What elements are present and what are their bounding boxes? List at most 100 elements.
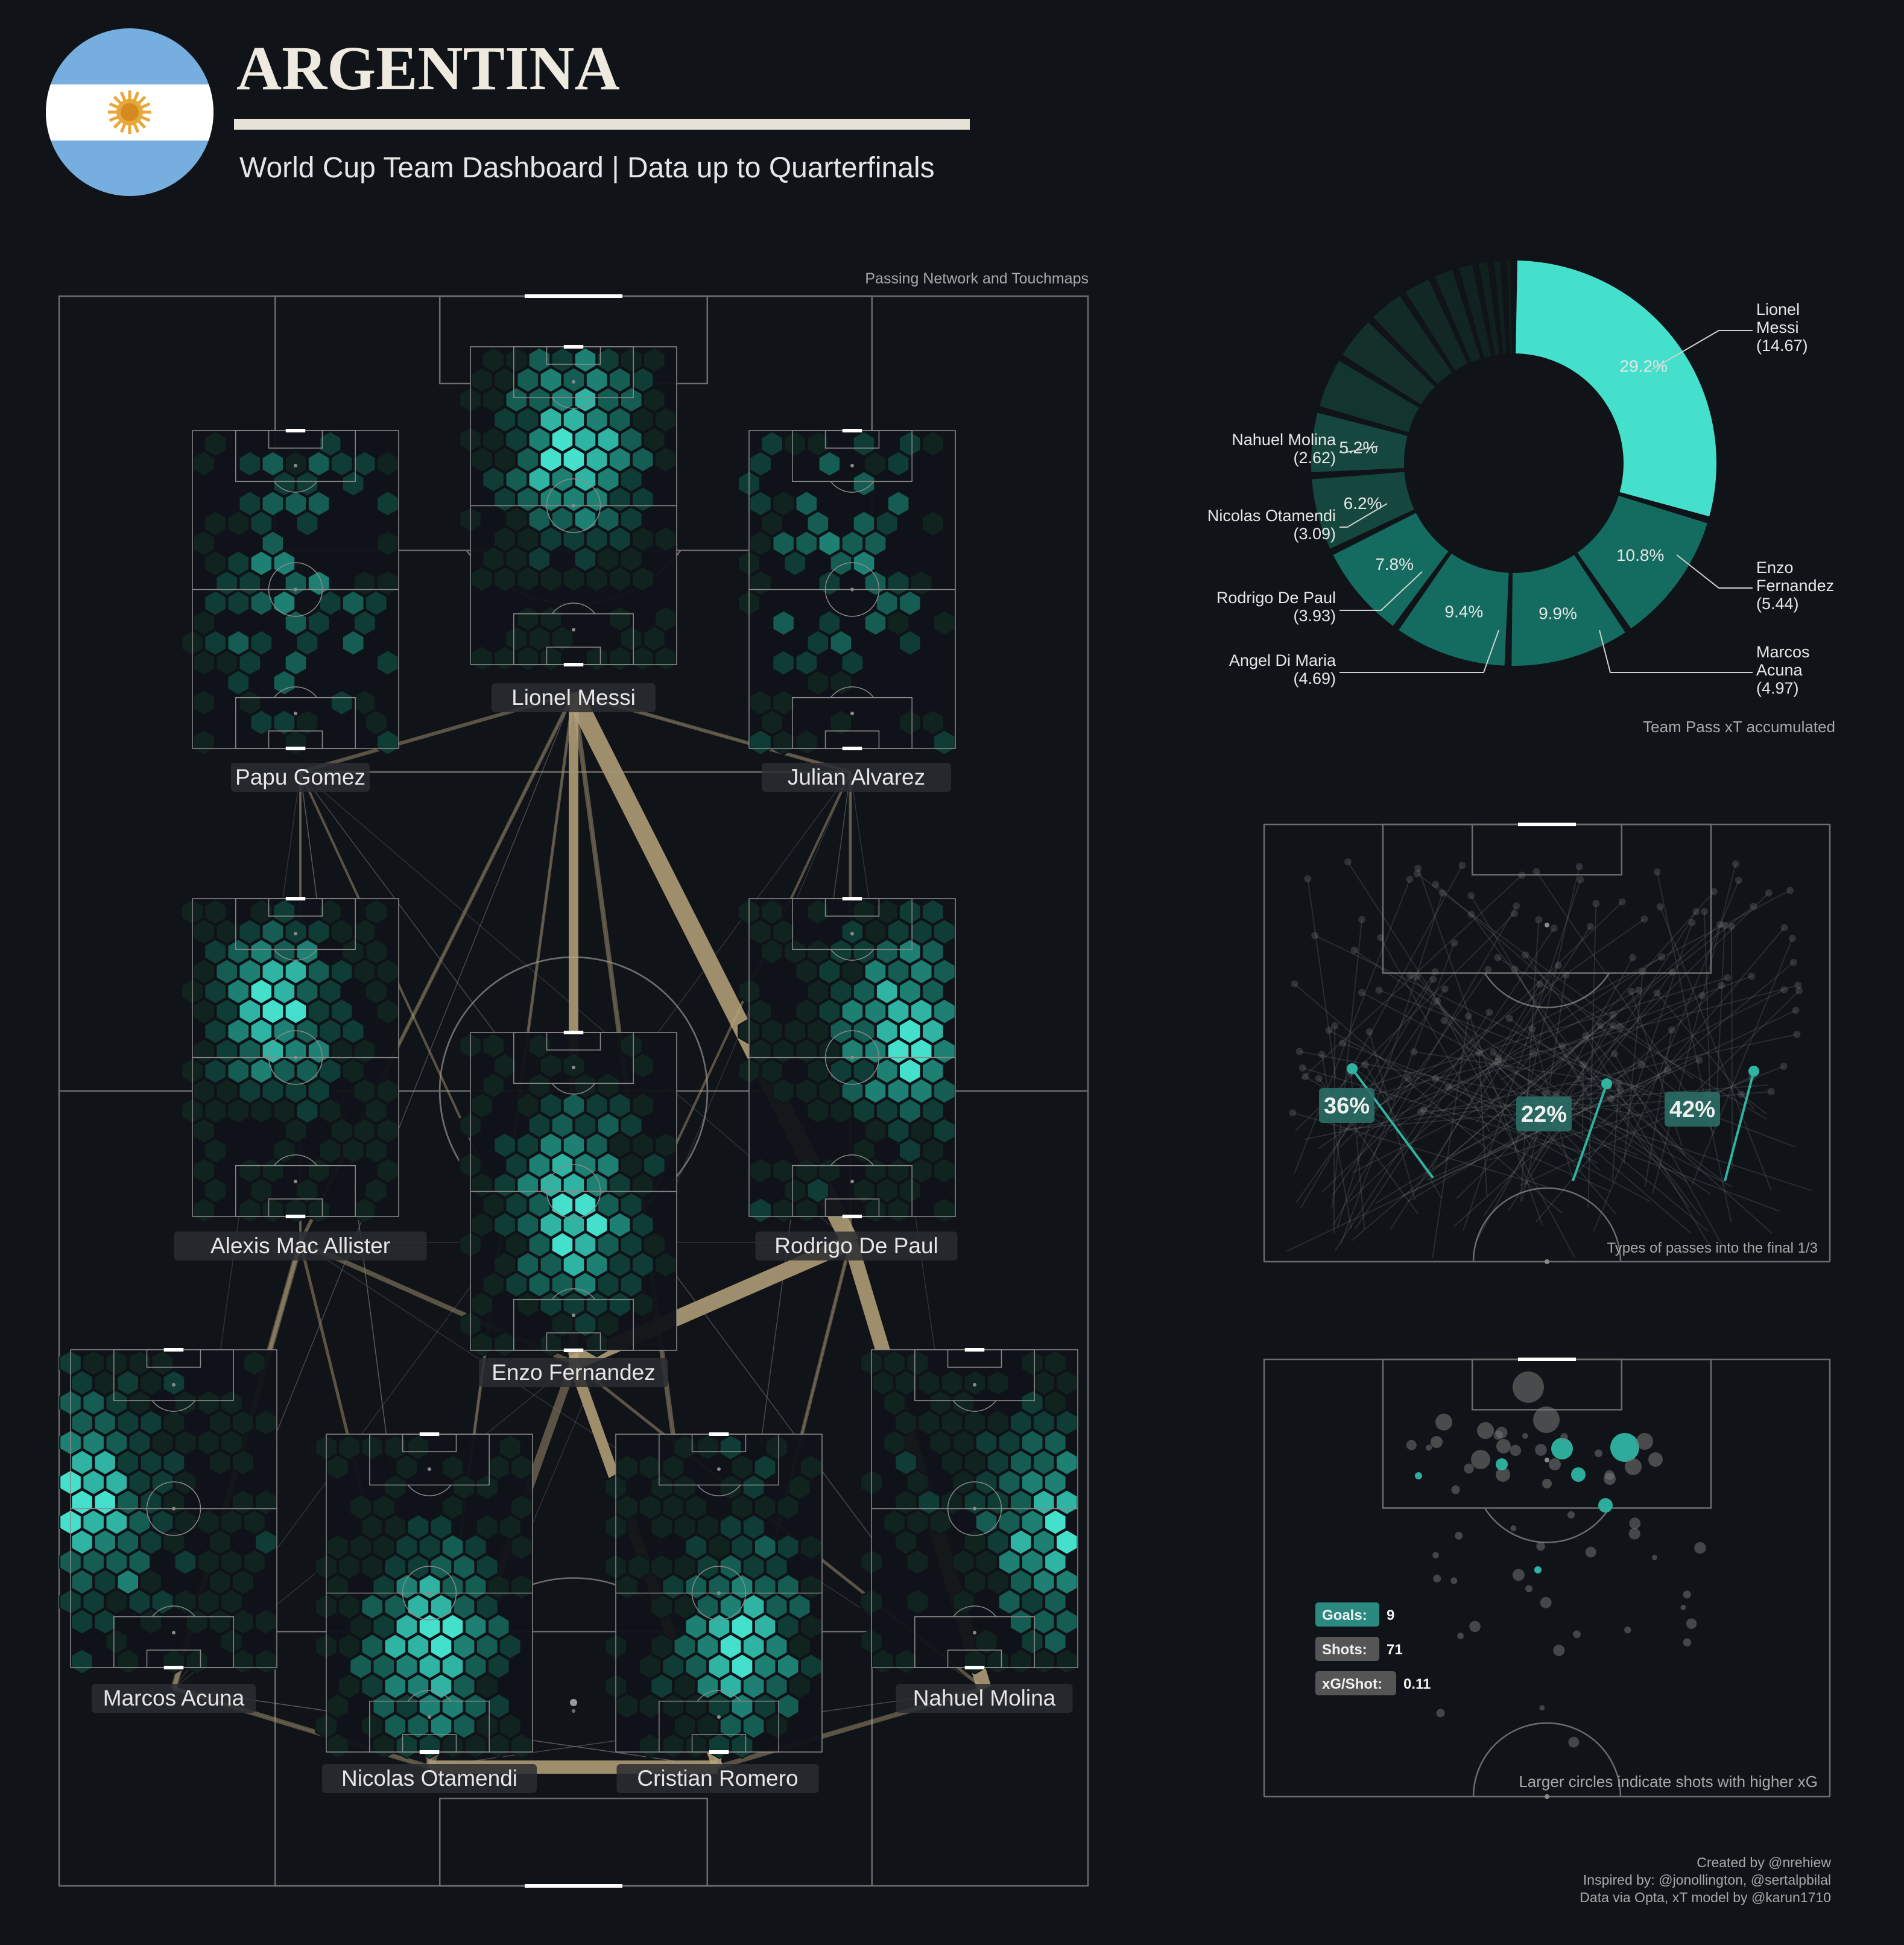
player-name-label: Rodrigo De Paul	[755, 1232, 958, 1260]
goal-shot-marker	[1610, 1433, 1639, 1462]
goal-shot-marker	[1415, 1472, 1422, 1479]
player-name: Rodrigo De Paul	[774, 1233, 938, 1258]
pass-arrow	[1585, 1035, 1710, 1246]
pass-arrow	[1336, 893, 1443, 1228]
shot-marker	[1406, 1440, 1417, 1450]
goal-shot-marker	[1551, 1438, 1573, 1460]
donut-slice-label: Messi	[1756, 318, 1799, 337]
example-pass-arrow	[1572, 1083, 1608, 1181]
shot-marker	[1568, 1736, 1580, 1748]
zone-pct-badge	[1665, 1092, 1720, 1127]
zone-pct-badge	[1516, 1096, 1572, 1131]
pass-arrow	[1652, 864, 1736, 1194]
pass-arrow	[1339, 943, 1455, 1245]
pass-arrow	[1525, 954, 1686, 1157]
pass-arrow	[1470, 895, 1591, 1096]
donut-slice-label: Acuna	[1756, 661, 1803, 679]
pass-arrow	[1407, 1063, 1642, 1202]
pass-arrow	[1497, 957, 1767, 1120]
shot-marker	[1539, 1705, 1545, 1710]
donut-slice-pct: 7.8%	[1375, 555, 1414, 574]
donut-slice-label: Marcos	[1756, 643, 1810, 661]
donut-slice-label: (3.09)	[1293, 525, 1336, 543]
shot-marker	[1522, 1433, 1528, 1439]
pass-arrow	[1347, 861, 1531, 1146]
donut-leader-line	[1339, 446, 1379, 453]
pass-arrow	[1463, 879, 1581, 1231]
pass-arrow	[1327, 977, 1728, 1099]
shot-marker	[1495, 1426, 1508, 1439]
donut-slice-label: Enzo	[1756, 558, 1794, 577]
pass-arrow	[1334, 1011, 1490, 1251]
pass-arrow	[1417, 873, 1694, 1079]
network-caption: Passing Network and Touchmaps	[865, 270, 1089, 287]
donut-slice	[1479, 262, 1500, 355]
pass-arrow	[1332, 905, 1517, 1226]
donut-slice-label: (4.97)	[1756, 679, 1799, 697]
shot-marker	[1512, 1569, 1525, 1581]
shot-marker	[1431, 1436, 1443, 1448]
donut-slice	[1494, 261, 1507, 354]
shot-marker	[1648, 1452, 1663, 1467]
pass-arrow	[1331, 919, 1363, 1208]
donut-leader-line	[1652, 330, 1753, 370]
pass-arrow	[1368, 1031, 1416, 1200]
pass-arrow	[1356, 890, 1791, 1118]
stat-value: 71	[1387, 1642, 1403, 1658]
pass-arrow	[1332, 969, 1489, 1196]
pass-arrow	[1357, 989, 1639, 1137]
shot-marker	[1436, 1709, 1445, 1718]
pass-arrow	[1509, 1017, 1725, 1183]
player-name: Nicolas Otamendi	[341, 1766, 517, 1791]
shot-marker	[1425, 1444, 1432, 1451]
player-name: Julian Alvarez	[788, 765, 925, 789]
shot-marker	[1496, 1439, 1511, 1453]
pass-arrow	[1364, 1064, 1442, 1198]
pass-arrow	[1302, 1067, 1589, 1155]
pass-arrow	[1566, 1083, 1608, 1087]
pass-arrow	[1470, 891, 1715, 1166]
argentina-flag-icon	[46, 28, 213, 196]
pass-arrow	[1361, 991, 1733, 1188]
shot-marker	[1513, 1371, 1544, 1403]
pass-arrow	[1448, 1086, 1780, 1212]
shot-marker	[1625, 1458, 1642, 1475]
zone-pct-badge	[1319, 1088, 1374, 1123]
sun-ray-icon	[140, 102, 151, 109]
player-name: Cristian Romero	[637, 1766, 798, 1791]
shot-marker	[1549, 1458, 1561, 1470]
sun-ray-icon	[109, 115, 119, 122]
shot-marker	[1585, 1546, 1596, 1558]
sun-ray-icon	[113, 95, 122, 105]
donut-slice	[1459, 265, 1491, 358]
pass-arrow	[1561, 1045, 1773, 1234]
shot-marker	[1535, 1444, 1547, 1456]
player-name-label: Marcos Acuna	[92, 1684, 256, 1713]
pass-arrow	[1704, 911, 1712, 1127]
goal-shot-marker	[1496, 1458, 1508, 1470]
pass-arrow	[1389, 956, 1662, 1132]
shot-marker	[1496, 1467, 1510, 1482]
player-name-label: Enzo Fernandez	[479, 1358, 668, 1387]
pass-arrow	[1329, 1029, 1651, 1203]
pass-arrow	[1529, 1014, 1614, 1171]
donut-slice	[1373, 296, 1452, 384]
donut-slice-pct: 9.4%	[1444, 602, 1483, 621]
touchmaps	[59, 345, 1078, 1759]
pass-arrow	[1293, 879, 1411, 1174]
pass-arrow	[1416, 976, 1617, 1215]
pass-arrow	[1520, 919, 1540, 1202]
goal-shot-marker	[1598, 1498, 1613, 1513]
pass-arrow	[1435, 884, 1706, 1118]
sun-ray-icon	[140, 115, 151, 122]
donut-slice-label: Nicolas Otamendi	[1207, 507, 1336, 525]
sun-ray-icon	[133, 122, 140, 133]
pass-arrow	[1401, 1010, 1796, 1197]
shot-marker	[1542, 1479, 1552, 1488]
donut-slice	[1311, 413, 1408, 473]
player-name: Lionel Messi	[511, 685, 636, 710]
zone-pct: 36%	[1324, 1093, 1370, 1119]
donut-leader-line	[1599, 630, 1753, 673]
touchmap	[738, 897, 956, 1224]
